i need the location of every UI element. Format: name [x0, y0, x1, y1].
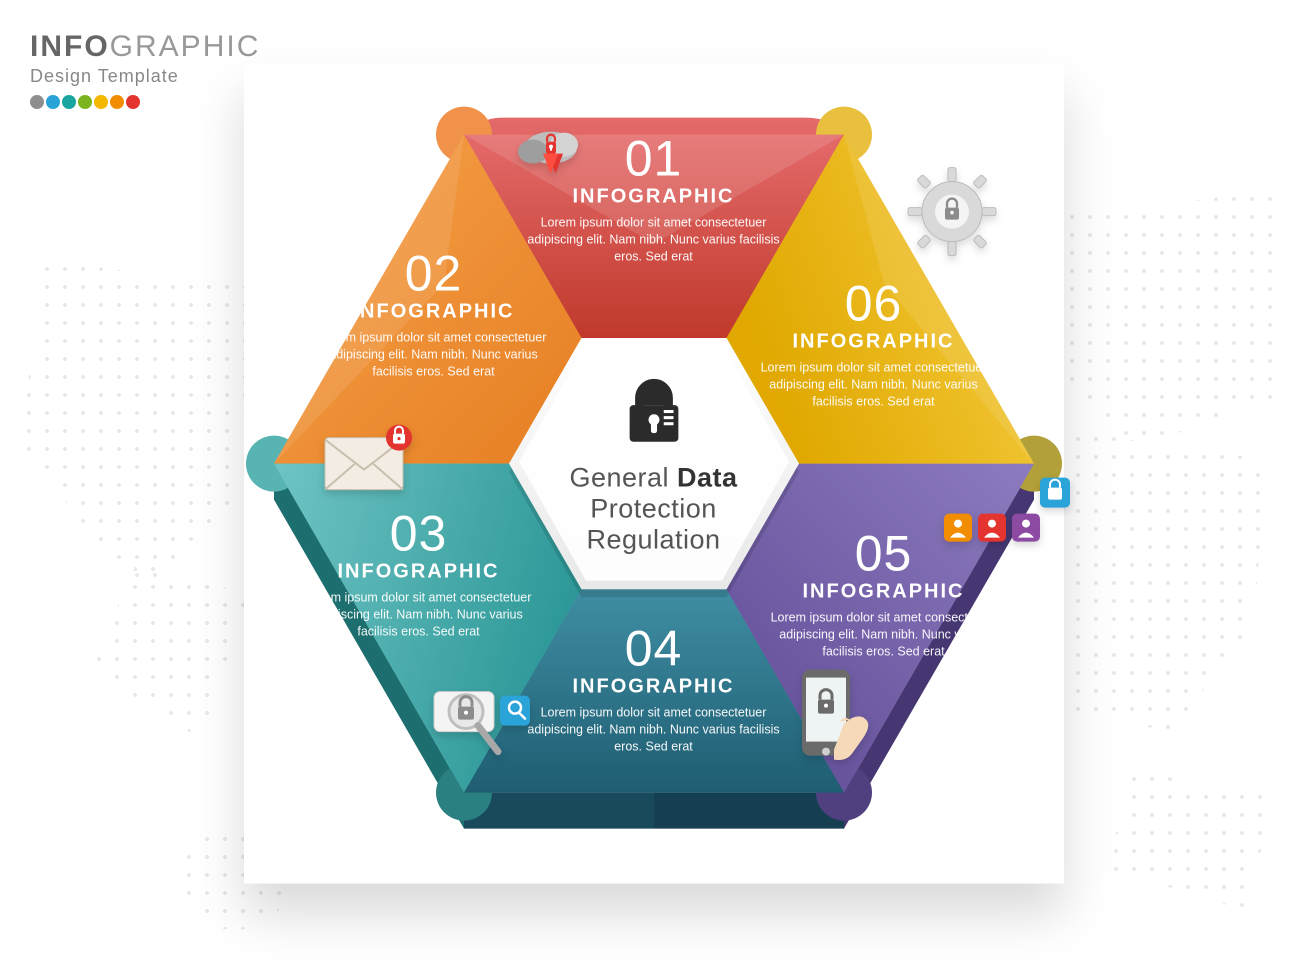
- header-dot: [110, 95, 124, 109]
- header-dot: [94, 95, 108, 109]
- header-title: INFOGRAPHIC: [30, 30, 260, 64]
- segment-06-number: 06: [754, 279, 994, 329]
- header-title-bold: INFO: [30, 30, 110, 63]
- segment-02-number: 02: [314, 249, 554, 299]
- phone-lock-icon: [784, 664, 884, 779]
- segment-04-body: Lorem ipsum dolor sit amet consectetuer …: [524, 705, 784, 756]
- header-title-light: GRAPHIC: [110, 30, 261, 63]
- cloud-lock-icon: [509, 124, 587, 199]
- segment-01-body: Lorem ipsum dolor sit amet consectetuer …: [524, 215, 784, 266]
- segment-06-body: Lorem ipsum dolor sit amet consectetuer …: [754, 360, 994, 411]
- header-dot: [62, 95, 76, 109]
- header: INFOGRAPHIC Design Template: [30, 30, 260, 114]
- segment-03-number: 03: [299, 509, 539, 559]
- segment-03-text: 03 INFOGRAPHIC Lorem ipsum dolor sit ame…: [299, 509, 539, 641]
- search-lock-icon: [424, 674, 544, 779]
- center-line-2: Protection: [524, 493, 784, 524]
- hexagon-infographic: General Data Protection Regulation 01 IN…: [244, 64, 1064, 884]
- center-line-1-bold: Data: [677, 462, 738, 492]
- center-content: General Data Protection Regulation: [524, 373, 784, 555]
- header-dot: [78, 95, 92, 109]
- segment-04-number: 04: [524, 624, 784, 674]
- segment-06-text: 06 INFOGRAPHIC Lorem ipsum dolor sit ame…: [754, 279, 994, 411]
- center-line-1-light: General: [569, 462, 669, 492]
- users-lock-icon: [944, 474, 1074, 549]
- gear-lock-icon: [904, 164, 1000, 265]
- header-subtitle: Design Template: [30, 66, 260, 87]
- center-line-3: Regulation: [524, 524, 784, 555]
- header-dot: [46, 95, 60, 109]
- segment-06-title: INFOGRAPHIC: [754, 331, 994, 354]
- header-color-dots: [30, 95, 260, 114]
- segment-05-title: INFOGRAPHIC: [764, 581, 1004, 604]
- header-dot: [30, 95, 44, 109]
- segment-04-title: INFOGRAPHIC: [524, 676, 784, 699]
- segment-02-text: 02 INFOGRAPHIC Lorem ipsum dolor sit ame…: [314, 249, 554, 381]
- header-dot: [126, 95, 140, 109]
- segment-02-body: Lorem ipsum dolor sit amet consectetuer …: [314, 330, 554, 381]
- segment-03-title: INFOGRAPHIC: [299, 561, 539, 584]
- segment-03-body: Lorem ipsum dolor sit amet consectetuer …: [299, 590, 539, 641]
- segment-02-title: INFOGRAPHIC: [314, 301, 554, 324]
- segment-05-body: Lorem ipsum dolor sit amet consectetuer …: [764, 610, 1004, 661]
- mail-lock-icon: [319, 424, 419, 505]
- segment-04-text: 04 INFOGRAPHIC Lorem ipsum dolor sit ame…: [524, 624, 784, 756]
- lock-icon: [615, 373, 693, 456]
- center-line-1: General Data: [524, 462, 784, 493]
